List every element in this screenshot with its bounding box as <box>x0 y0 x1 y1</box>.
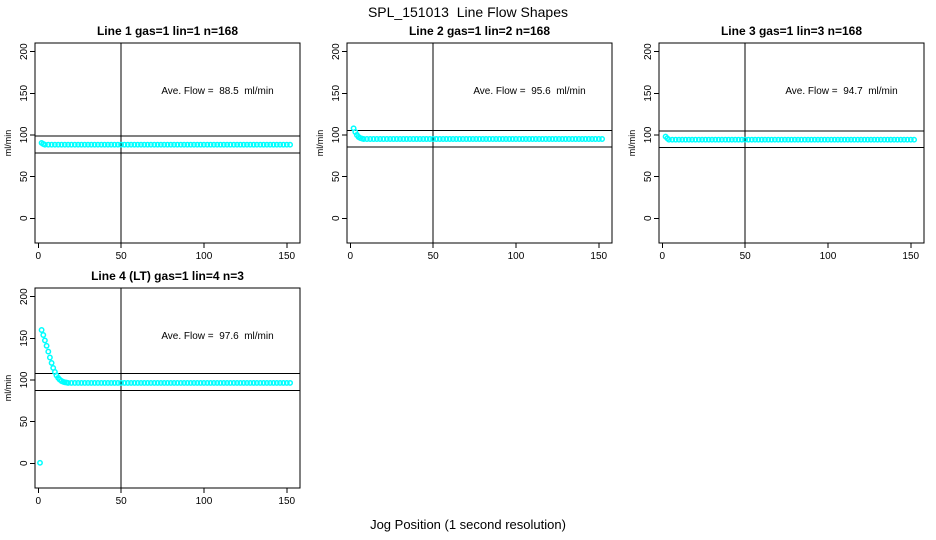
svg-text:0: 0 <box>19 215 30 221</box>
line2-plot-canvas: 0 50 100 150 0 50 100 150 200 <box>331 42 613 262</box>
ave-flow-annotation: Ave. Flow = 97.6 ml/min <box>161 331 274 342</box>
svg-text:50: 50 <box>643 171 654 183</box>
subplot-title: Line 1 gas=1 lin=1 n=168 <box>96 24 239 38</box>
svg-text:100: 100 <box>19 126 30 143</box>
svg-text:50: 50 <box>19 171 30 183</box>
svg-text:150: 150 <box>331 85 342 102</box>
svg-text:0: 0 <box>19 460 30 466</box>
svg-text:0: 0 <box>348 251 354 262</box>
y-axis-label: ml/min <box>627 129 637 157</box>
svg-text:100: 100 <box>820 251 837 262</box>
svg-text:150: 150 <box>19 85 30 102</box>
subplot-title: Line 3 gas=1 lin=3 n=168 <box>720 24 863 38</box>
ave-flow-annotation: Ave. Flow = 94.7 ml/min <box>785 86 898 97</box>
svg-text:0: 0 <box>36 496 42 507</box>
svg-text:200: 200 <box>643 43 654 60</box>
svg-text:150: 150 <box>590 251 607 262</box>
svg-text:100: 100 <box>508 251 525 262</box>
subplot-line-3: Line 3 gas=1 lin=3 n=168 0 50 100 150 0 50 100… <box>624 20 936 265</box>
svg-text:150: 150 <box>902 251 919 262</box>
page-title: SPL_151013 Line Flow Shapes <box>367 4 569 20</box>
ave-flow-annotation: Ave. Flow = 88.5 ml/min <box>161 86 274 97</box>
svg-text:150: 150 <box>19 330 30 347</box>
svg-text:50: 50 <box>428 251 440 262</box>
subplot-line-2: Line 2 gas=1 lin=2 n=168 0 50 100 150 0 50 100… <box>312 20 624 265</box>
line1-plot-canvas: 0 50 100 150 0 50 100 150 200 <box>19 42 301 262</box>
subplot-title: Line 2 gas=1 lin=2 n=168 <box>408 24 551 38</box>
svg-text:0: 0 <box>660 251 666 262</box>
svg-text:50: 50 <box>116 496 128 507</box>
x-axis-label: Jog Position (1 second resolution) <box>370 517 566 532</box>
svg-text:100: 100 <box>19 371 30 388</box>
svg-text:100: 100 <box>331 126 342 143</box>
y-axis-label: ml/min <box>3 129 13 157</box>
svg-text:100: 100 <box>196 251 213 262</box>
svg-text:100: 100 <box>643 126 654 143</box>
subplot-line-4: Line 4 (LT) gas=1 lin=4 n=3 0 50 100 150 0 50… <box>0 265 312 510</box>
svg-text:0: 0 <box>643 215 654 221</box>
y-axis-label: ml/min <box>3 374 13 402</box>
svg-text:50: 50 <box>19 416 30 428</box>
svg-text:0: 0 <box>36 251 42 262</box>
ave-flow-annotation: Ave. Flow = 95.6 ml/min <box>473 86 586 97</box>
svg-text:200: 200 <box>331 43 342 60</box>
svg-text:100: 100 <box>196 496 213 507</box>
line4-plot-canvas: 0 50 100 150 0 50 100 150 200 <box>19 287 301 507</box>
line3-plot-canvas: 0 50 100 150 0 50 100 150 200 <box>643 42 925 262</box>
svg-text:50: 50 <box>331 171 342 183</box>
y-axis-label: ml/min <box>315 129 325 157</box>
svg-text:200: 200 <box>19 288 30 305</box>
svg-text:150: 150 <box>278 251 295 262</box>
subplot-line-1: Line 1 gas=1 lin=1 n=168 0 50 100 150 0 50 100… <box>0 20 312 265</box>
subplot-title: Line 4 (LT) gas=1 lin=4 n=3 <box>91 269 244 283</box>
svg-text:50: 50 <box>740 251 752 262</box>
svg-text:50: 50 <box>116 251 128 262</box>
svg-text:150: 150 <box>278 496 295 507</box>
svg-text:200: 200 <box>19 43 30 60</box>
svg-text:150: 150 <box>643 85 654 102</box>
svg-text:0: 0 <box>331 215 342 221</box>
